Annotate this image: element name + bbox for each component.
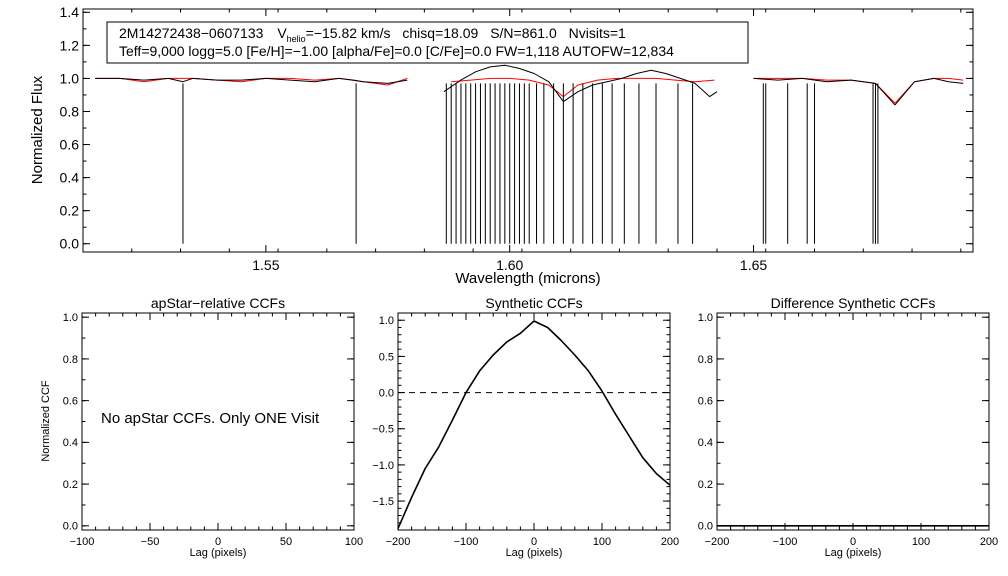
spectrum-ytick-label: 1.4 [60, 4, 80, 20]
synthetic-ccf-panel: −200 −100 0 100 200 −1.5 −1.0 −0.5 0.0 0.5 1.0 Syn… [372, 295, 679, 559]
spectrum-ytick-label: 0.2 [60, 203, 80, 219]
synthetic-ccf-xtick-label: −200 [386, 536, 411, 548]
info-star-id: 2M14272438−0607133 [119, 25, 264, 41]
apstar-ccf-ylabel: Normalized CCF [40, 380, 52, 462]
difference-ccf-ytick-label: 0.0 [698, 521, 713, 533]
difference-ccf-plot-frame [716, 312, 990, 531]
synthetic-ccf-line [397, 320, 671, 529]
synthetic-ccf-ytick-label: 0.5 [379, 351, 394, 363]
spectrum-axis-ticks: 1.55 1.60 1.65 0.0 0.2 0.4 0.6 0.8 1.0 1.2 1.4 [60, 4, 973, 273]
spectrum-ytick-label: 0.8 [60, 103, 80, 119]
difference-ccf-xtick-label: 100 [912, 536, 930, 548]
synthetic-ccf-ytick-label: 0.0 [379, 387, 394, 399]
apstar-ccf-xtick-label: 0 [215, 536, 221, 548]
apstar-ccf-xlabel: Lag (pixels) [190, 547, 247, 559]
difference-ccf-xtick-label: −200 [705, 536, 730, 548]
apstar-ccf-title: apStar−relative CCFs [151, 295, 285, 311]
spectrum-ytick-label: 0.6 [60, 136, 80, 152]
difference-ccf-ytick-label: 0.4 [698, 437, 713, 449]
synthetic-ccf-xtick-label: −100 [454, 536, 479, 548]
spectrum-ytick-label: 1.2 [60, 37, 80, 53]
apstar-ccf-axis-ticks: −100 −50 0 50 100 0.0 0.2 0.4 0.6 0.8 1.0 [63, 312, 363, 548]
spectrum-info-line2: Teff=9,000 logg=5.0 [Fe/H]=−1.00 [alpha/… [119, 43, 674, 59]
synthetic-ccf-ytick-label: −1.0 [372, 460, 394, 472]
difference-ccf-xtick-label: 0 [850, 536, 856, 548]
info-sn: S/N=861.0 [490, 25, 557, 41]
info-chisq: chisq=18.09 [402, 25, 478, 41]
difference-ccf-ytick-label: 0.8 [698, 354, 713, 366]
spectrum-xtick-label: 1.65 [740, 257, 767, 273]
synthetic-ccf-title: Synthetic CCFs [485, 295, 582, 311]
difference-ccf-panel: −200 −100 0 100 200 0.0 0.2 0.4 0.6 0.8 1.0 Differ… [698, 295, 998, 559]
model-chip-line [753, 77, 964, 104]
apstar-ccf-ytick-label: 0.4 [63, 437, 78, 449]
apstar-ccf-xtick-label: 100 [345, 536, 363, 548]
synthetic-ccf-xtick-label: 100 [593, 536, 611, 548]
spectrum-xtick-label: 1.60 [496, 257, 523, 273]
apstar-ccf-xtick-label: −50 [141, 536, 160, 548]
spectrum-ytick-label: 0.0 [60, 236, 80, 252]
spectrum-ylabel: Normalized Flux [29, 75, 46, 184]
difference-ccf-ytick-label: 0.6 [698, 395, 713, 407]
synthetic-ccf-ytick-label: −1.5 [372, 496, 394, 508]
spectrum-ytick-label: 1.0 [60, 70, 80, 86]
synthetic-ccf-xlabel: Lag (pixels) [506, 547, 563, 559]
apstar-ccf-message: No apStar CCFs. Only ONE Visit [101, 410, 320, 427]
info-vhelio-sub: helio [287, 34, 306, 44]
synthetic-ccf-series [397, 320, 671, 529]
spectrum-info-line1: 2M14272438−0607133 Vhelio=−15.82 km/s ch… [119, 25, 626, 44]
spectrum-observed-series [95, 64, 964, 244]
observed-chip-line [443, 64, 718, 103]
difference-ccf-ytick-label: 0.2 [698, 479, 713, 491]
info-vhelio-value: =−15.82 km/s [306, 25, 391, 41]
synthetic-ccf-xtick-label: 200 [661, 536, 679, 548]
spectrum-ytick-label: 0.4 [60, 170, 80, 186]
spectrum-xlabel: Wavelength (microns) [455, 270, 600, 287]
synthetic-ccf-xtick-label: 0 [531, 536, 537, 548]
apstar-ccf-ytick-label: 0.8 [63, 354, 78, 366]
observed-chip-line [753, 77, 964, 106]
apstar-ccf-ytick-label: 0.2 [63, 479, 78, 491]
synthetic-ccf-ytick-label: 1.0 [379, 315, 394, 327]
synthetic-ccf-axis-ticks: −200 −100 0 100 200 −1.5 −1.0 −0.5 0.0 0.5 1.0 [372, 312, 679, 548]
apstar-ccf-xtick-label: 50 [280, 536, 292, 548]
info-nvisits: Nvisits=1 [569, 25, 626, 41]
spectrum-info-box [106, 21, 749, 64]
apstar-ccf-panel: −100 −50 0 50 100 0.0 0.2 0.4 0.6 0.8 1.0 apStar−r… [40, 295, 363, 559]
apstar-ccf-ytick-label: 0.0 [63, 521, 78, 533]
apstar-ccf-ytick-label: 0.6 [63, 395, 78, 407]
model-chip-line [451, 77, 715, 98]
synthetic-ccf-ytick-label: −0.5 [372, 424, 394, 436]
difference-ccf-title: Difference Synthetic CCFs [771, 295, 936, 311]
difference-ccf-xtick-label: −100 [773, 536, 798, 548]
difference-ccf-xtick-label: 200 [980, 536, 998, 548]
difference-ccf-xlabel: Lag (pixels) [825, 547, 882, 559]
difference-ccf-axis-ticks: −200 −100 0 100 200 0.0 0.2 0.4 0.6 0.8 1.0 [698, 312, 998, 548]
spectrum-xtick-label: 1.55 [252, 257, 279, 273]
difference-ccf-ytick-label: 1.0 [698, 312, 713, 324]
observed-chip-line [95, 77, 408, 84]
spectrum-plot-frame [82, 8, 974, 253]
apstar-ccf-ytick-label: 1.0 [63, 312, 78, 324]
synthetic-ccf-plot-frame [397, 312, 671, 531]
spectrum-panel: 1.55 1.60 1.65 0.0 0.2 0.4 0.6 0.8 1.0 1.2 1.4 Wav… [29, 4, 974, 287]
apstar-ccf-xtick-label: −100 [70, 536, 95, 548]
info-vhelio-label: V [277, 25, 287, 41]
